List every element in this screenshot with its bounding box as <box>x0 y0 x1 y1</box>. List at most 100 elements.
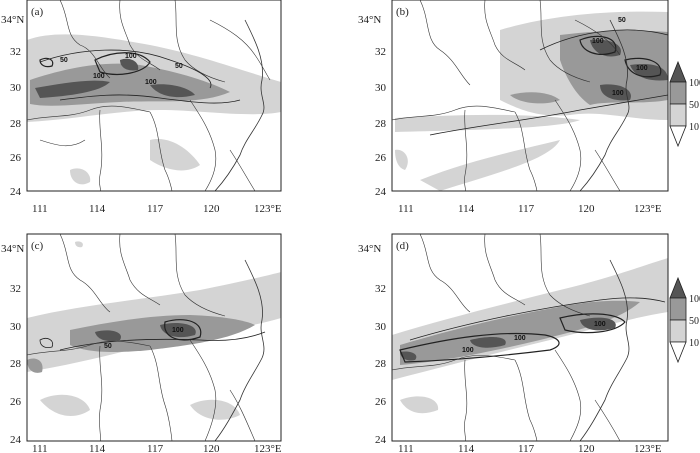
panel-d-label: (d) <box>396 240 409 252</box>
panel-b-coastline <box>579 19 630 191</box>
panel-d-lon-ticks: 111 114 117 120 123°E <box>398 443 662 453</box>
lon-tick-label: 111 <box>32 443 48 453</box>
lon-tick-label: 123°E <box>254 443 282 453</box>
lon-tick-label: 117 <box>518 203 535 215</box>
lon-tick-label: 114 <box>458 203 475 215</box>
lat-tick-label: 32 <box>375 283 386 295</box>
panel-b-contour-label: 100 <box>592 38 604 45</box>
lat-tick-label: 24 <box>375 434 387 446</box>
panel-b-contour-label: 50 <box>618 17 626 24</box>
lon-tick-label: 111 <box>398 443 414 453</box>
panel-c-rain-heavy <box>160 323 196 338</box>
panel-d-contour-label: 100 <box>514 335 526 342</box>
panel-b-frame <box>391 0 669 192</box>
colorbar-bottom-segment <box>669 319 687 343</box>
lat-tick-label: 28 <box>375 118 387 130</box>
lat-tick-label: 34°N <box>1 14 24 26</box>
colorbar-bottom-segment <box>669 297 687 321</box>
lon-tick-label: 111 <box>398 203 414 215</box>
lon-tick-label: 117 <box>147 203 164 215</box>
panel-d-rain-heavy <box>470 337 506 348</box>
lat-tick-label: 24 <box>375 186 387 198</box>
lat-tick-label: 34°N <box>358 243 381 255</box>
lat-tick-label: 26 <box>10 152 22 164</box>
panel-c-label: (c) <box>31 240 44 252</box>
lon-tick-label: 120 <box>578 203 595 215</box>
panel-d-contour-label: 100 <box>594 321 606 328</box>
panel-d-lat-ticks: 34°N 32 30 28 26 24 <box>358 243 387 446</box>
lon-tick-label: 114 <box>89 203 106 215</box>
panel-c-contour-label: 50 <box>104 343 112 350</box>
colorbar-bottom-label: 10 <box>689 338 699 349</box>
colorbar-top-label: 50 <box>689 100 699 111</box>
panel-a: 50 100 100 100 50 (a) 34°N 32 30 28 26 2… <box>1 0 282 215</box>
colorbar-top-segment <box>669 81 687 105</box>
panel-a-contour-label: 50 <box>60 57 68 64</box>
panel-d-rain-medium <box>400 300 640 365</box>
panel-b-rain-medium <box>560 30 668 105</box>
colorbar-bottom-label: 50 <box>689 316 699 327</box>
panel-b-label: (b) <box>396 6 409 18</box>
lon-tick-label: 111 <box>32 203 48 215</box>
panel-a-frame <box>26 0 282 192</box>
lat-tick-label: 26 <box>375 152 387 164</box>
lat-tick-label: 28 <box>10 118 22 130</box>
lon-tick-label: 123°E <box>634 203 662 215</box>
lat-tick-label: 32 <box>375 46 386 58</box>
lat-tick-label: 32 <box>10 46 21 58</box>
panel-b-contour-label: 100 <box>612 90 624 97</box>
panel-b: 50 100 100 100 (b) 34°N 32 30 28 26 24 1… <box>358 0 669 215</box>
panel-a-label: (a) <box>31 6 44 18</box>
lon-tick-label: 117 <box>147 443 164 453</box>
panel-a-contour-label: 100 <box>145 79 157 86</box>
panel-a-coastline <box>214 19 265 191</box>
lat-tick-label: 32 <box>10 283 21 295</box>
panel-a-contour-label: 50 <box>175 63 183 70</box>
panel-b-lon-ticks: 111 114 117 120 123°E <box>398 203 662 215</box>
lon-tick-label: 117 <box>518 443 535 453</box>
colorbar-top-label: 10 <box>689 122 699 133</box>
colorbar-bottom-cap-low <box>669 341 687 364</box>
panel-c-lon-ticks: 111 114 117 120 123°E <box>32 443 282 453</box>
panel-a-rain-heavy <box>35 80 110 98</box>
panel-d-coastline <box>579 259 630 441</box>
lon-tick-label: 120 <box>203 203 220 215</box>
panel-d: 100 100 100 (d) 34°N 32 30 28 26 24 111 … <box>358 233 669 453</box>
lat-tick-label: 34°N <box>358 14 381 26</box>
panel-c-coastline <box>214 259 265 441</box>
colorbar-bottom: 100 50 10 <box>669 276 700 364</box>
lat-tick-label: 30 <box>10 321 22 333</box>
panel-d-frame <box>391 233 669 442</box>
panel-a-lat-ticks: 34°N 32 30 28 26 24 <box>1 14 24 198</box>
panel-c-frame <box>26 233 282 442</box>
panel-c-lat-ticks: 34°N 32 30 28 26 24 <box>1 243 24 446</box>
panel-c: 100 50 (c) 34°N 32 30 28 26 24 111 114 1… <box>1 233 282 453</box>
lat-tick-label: 26 <box>10 396 22 408</box>
colorbar-bottom-cap-high <box>669 276 687 299</box>
lon-tick-label: 120 <box>203 443 220 453</box>
colorbar-top-cap-low <box>669 125 687 148</box>
colorbar-bottom-label: 100 <box>689 294 700 305</box>
lat-tick-label: 28 <box>375 358 387 370</box>
panel-c-rain-medium <box>70 315 255 353</box>
lon-tick-label: 114 <box>458 443 475 453</box>
lon-tick-label: 123°E <box>634 443 662 453</box>
colorbar-top-segment <box>669 103 687 127</box>
panel-b-lat-ticks: 34°N 32 30 28 26 24 <box>358 14 387 198</box>
lat-tick-label: 30 <box>10 82 22 94</box>
panel-a-contour-label: 100 <box>93 73 105 80</box>
lon-tick-label: 123°E <box>254 203 282 215</box>
panel-d-contour-label: 100 <box>462 347 474 354</box>
lat-tick-label: 24 <box>10 186 22 198</box>
colorbar-top-label: 100 <box>689 78 700 89</box>
lat-tick-label: 24 <box>10 434 22 446</box>
panel-a-lon-ticks: 111 114 117 120 123°E <box>32 203 282 215</box>
colorbar-top-cap-high <box>669 60 687 83</box>
lat-tick-label: 34°N <box>1 243 24 255</box>
lat-tick-label: 26 <box>375 396 387 408</box>
lon-tick-label: 120 <box>578 443 595 453</box>
panel-b-contour-label: 100 <box>636 65 648 72</box>
panel-a-contour-label: 100 <box>125 53 137 60</box>
lat-tick-label: 30 <box>375 82 387 94</box>
